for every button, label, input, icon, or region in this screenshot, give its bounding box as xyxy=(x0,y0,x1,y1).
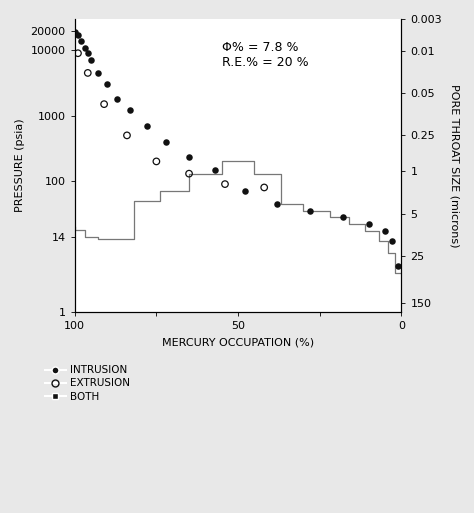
Point xyxy=(94,69,101,77)
Point xyxy=(241,187,248,195)
Point xyxy=(153,157,160,166)
Point xyxy=(84,49,91,57)
Point xyxy=(104,81,111,89)
Y-axis label: PORE THROAT SIZE (microns): PORE THROAT SIZE (microns) xyxy=(449,84,459,247)
Point xyxy=(221,180,229,188)
Point xyxy=(211,166,219,174)
Point xyxy=(77,36,85,45)
Point xyxy=(365,220,373,228)
Point xyxy=(163,137,170,146)
Point xyxy=(81,44,88,52)
X-axis label: MERCURY OCCUPATION (%): MERCURY OCCUPATION (%) xyxy=(162,338,314,348)
Point xyxy=(127,106,134,114)
Text: Φ% = 7.8 %
R.E.% = 20 %: Φ% = 7.8 % R.E.% = 20 % xyxy=(222,41,309,69)
Point xyxy=(74,31,82,40)
Y-axis label: PRESSURE (psia): PRESSURE (psia) xyxy=(15,119,25,212)
Point xyxy=(71,28,79,36)
Legend: INTRUSION, EXTRUSION, BOTH: INTRUSION, EXTRUSION, BOTH xyxy=(41,361,134,406)
Point xyxy=(388,238,395,246)
Point xyxy=(74,49,82,57)
Point xyxy=(113,95,121,103)
Point xyxy=(123,131,131,140)
Point xyxy=(394,262,402,270)
Point xyxy=(273,200,281,208)
Point xyxy=(381,227,389,235)
Point xyxy=(185,170,193,178)
Point xyxy=(143,122,150,130)
Point xyxy=(87,56,95,65)
Point xyxy=(84,69,91,77)
Point xyxy=(100,100,108,108)
Point xyxy=(339,213,346,222)
Point xyxy=(306,207,314,215)
Point xyxy=(260,183,268,191)
Point xyxy=(185,153,193,162)
